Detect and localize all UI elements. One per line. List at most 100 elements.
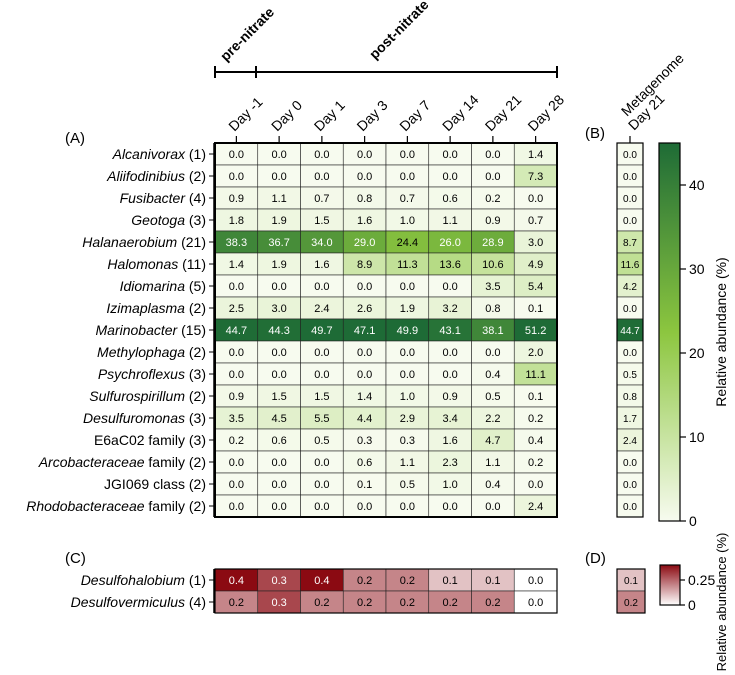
row-label: Halomonas (11) [107,256,206,272]
heatmap-cell-value: 0.7 [314,193,329,205]
heatmap-cell-value: 1.1 [400,457,415,469]
heatmap-cell-value: 0.5 [485,391,500,403]
heatmap-cell-value: 0.0 [271,171,286,183]
heatmap-cell-b-value: 2.4 [623,436,637,447]
heatmap-cell-value: 0.2 [485,193,500,205]
heatmap-cell-value: 0.0 [314,457,329,469]
heatmap-cell-c-value: 0.2 [400,575,415,587]
heatmap-cell-value: 0.0 [442,171,457,183]
colorbar-green-tick-label: 20 [689,345,705,361]
heatmap-cell-value: 0.0 [271,281,286,293]
heatmap-cell-c-value: 0.2 [229,597,244,609]
heatmap-cell-value: 0.4 [485,369,500,381]
heatmap-cell-b-value: 0.5 [623,370,637,381]
heatmap-cell-value: 8.9 [357,259,372,271]
heatmap-cell-value: 2.9 [400,413,415,425]
heatmap-cell-value: 1.9 [271,215,286,227]
heatmap-cell-c-value: 0.2 [314,597,329,609]
row-label: Alcanivorax (1) [112,146,206,162]
colorbar-red-tick-label: 0.25 [688,572,715,588]
heatmap-cell-c-value: 0.2 [357,597,372,609]
row-label: Geotoga (3) [131,212,206,228]
heatmap-cell-b-value: 0.0 [623,150,637,161]
heatmap-cell-value: 0.0 [357,501,372,513]
heatmap-cell-b-value: 0.0 [623,458,637,469]
panel-label-c: (C) [65,550,86,567]
heatmap-cell-value: 0.0 [229,479,244,491]
heatmap-cell-b-value: 11.6 [621,260,640,271]
heatmap-cell-c-value: 0.2 [442,597,457,609]
heatmap-cell-value: 0.1 [528,391,543,403]
heatmap-cell-value: 0.6 [442,193,457,205]
heatmap-cell-c-value: 0.4 [229,575,244,587]
heatmap-cell-c-value: 0.3 [271,575,286,587]
heatmap-cell-value: 0.4 [485,479,500,491]
panel-label-a: (A) [65,130,85,147]
heatmap-cell-value: 1.0 [400,391,415,403]
heatmap-cell-value: 0.3 [400,435,415,447]
row-label-taxon: Arcobacteraceae [38,454,145,470]
row-label-count: (4) [189,594,206,610]
heatmap-cell-value: 0.6 [271,435,286,447]
row-label-count: (2) [189,344,206,360]
row-label: Arcobacteraceae family (2) [38,454,206,470]
heatmap-cell-value: 47.1 [354,325,375,337]
heatmap-cell-value: 51.2 [525,325,546,337]
row-label-count: (4) [189,190,206,206]
heatmap-cell-b-value: 0.0 [623,194,637,205]
heatmap-cell-c-value: 0.1 [485,575,500,587]
heatmap-cell-value: 0.0 [314,281,329,293]
heatmap-cell-b-value: 0.0 [623,502,637,513]
heatmap-cell-value: 10.6 [482,259,503,271]
heatmap-cell-b-value: 0.0 [623,480,637,491]
heatmap-cell-value: 44.7 [226,325,247,337]
row-label: Desulfuromonas (3) [83,410,206,426]
row-label-taxon: JGI069 class [104,476,185,492]
heatmap-cell-value: 0.0 [485,149,500,161]
heatmap-cell-value: 1.6 [442,435,457,447]
heatmap-cell-value: 0.0 [485,171,500,183]
heatmap-cell-value: 0.0 [271,369,286,381]
column-label: Day 21 [482,91,525,134]
heatmap-cell-value: 1.1 [271,193,286,205]
heatmap-cell-value: 2.2 [485,413,500,425]
heatmap-cell-value: 3.2 [442,303,457,315]
row-label: Marinobacter (15) [96,322,207,338]
heatmap-cell-value: 1.9 [400,303,415,315]
heatmap-c-frame [214,568,558,614]
row-label: Desulfohalobium (1) [81,572,206,588]
heatmap-cell-c-value: 0.0 [528,597,543,609]
row-label: Halanaerobium (21) [82,234,206,250]
colorbar-green-tick-label: 0 [689,513,697,529]
heatmap-cell-value: 0.0 [442,369,457,381]
heatmap-cell-value: 0.0 [314,501,329,513]
heatmap-cell-value: 0.0 [271,457,286,469]
heatmap-cell-value: 28.9 [482,237,503,249]
row-label-taxon: Aliifodinibius [106,168,185,184]
heatmap-cell-c-value: 0.1 [442,575,457,587]
heatmap-cell-value: 0.0 [314,369,329,381]
row-label-count: (2) [189,168,206,184]
heatmap-cell-value: 0.0 [400,281,415,293]
heatmap-cell-value: 0.7 [528,215,543,227]
panel-label-b: (B) [585,125,605,142]
heatmap-cell-value: 0.0 [485,501,500,513]
row-label: Fusibacter (4) [120,190,206,206]
heatmap-cell-c-value: 0.3 [271,597,286,609]
row-label-taxon: Fusibacter [120,190,187,206]
heatmap-cell-value: 0.7 [400,193,415,205]
heatmap-cell-value: 5.5 [314,413,329,425]
column-label: Day 7 [396,97,433,134]
heatmap-cell-value: 38.1 [482,325,503,337]
heatmap-cell-value: 0.9 [485,215,500,227]
heatmap-cell-value: 24.4 [397,237,418,249]
heatmap-cell-value: 0.0 [528,479,543,491]
heatmap-cell-c-value: 0.0 [528,575,543,587]
heatmap-cell-value: 0.0 [442,501,457,513]
colorbar-green-tick-label: 40 [689,177,705,193]
heatmap-cell-value: 1.6 [314,259,329,271]
heatmap-cell-value: 11.1 [525,369,546,381]
heatmap-cell-value: 0.0 [314,149,329,161]
heatmap-cell-b-value: 8.7 [623,238,637,249]
row-label-taxon: Izimaplasma [106,300,185,316]
